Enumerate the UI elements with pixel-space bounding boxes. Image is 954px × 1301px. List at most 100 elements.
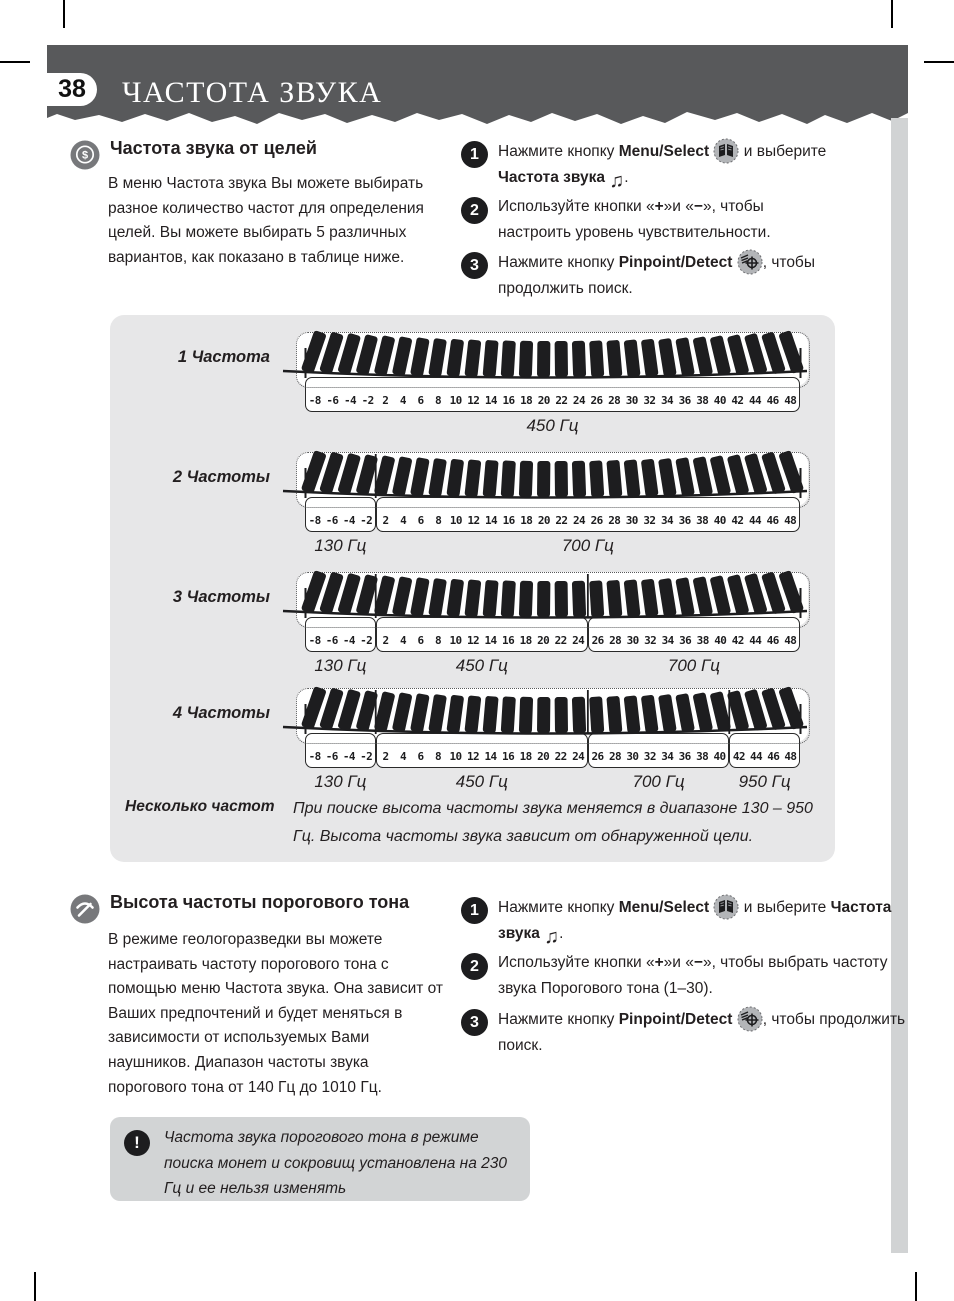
target-id-number: 42 [731,513,744,527]
scale-band-dotted-border [296,688,810,744]
music-note-icon: ♫ [544,925,560,948]
page-number-pill: 38 [47,73,97,106]
target-id-number: -8 [308,513,322,527]
section2-step3: Нажмите кнопку Pinpoint/Detect , чтобы п… [498,1006,910,1058]
scale-band-dotted-border [296,332,810,388]
target-id-number: 14 [485,513,498,527]
pinpoint-detect-label: Pinpoint/Detect [618,254,733,271]
target-id-number: 2 [382,749,389,763]
target-id-number: 36 [678,749,692,763]
plus-button-glyph: + [654,954,664,971]
target-id-number: 40 [713,749,726,763]
target-id-number: 10 [449,513,463,527]
section2-body: В режиме геологоразведки вы можете настр… [108,931,444,1096]
target-id-number: 16 [502,633,515,647]
target-id-number: 42 [732,749,746,763]
step1-number: 1 [461,897,488,924]
step2-number: 2 [461,197,488,224]
target-id-number: -8 [308,633,322,647]
target-id-number: 44 [749,393,762,407]
frequency-hz-label: 700 Гц [667,656,720,675]
step-text-part: и выберите [739,143,827,160]
target-id-number: -4 [342,633,356,647]
target-id-number: 22 [554,633,568,647]
frequency-hz-label: 700 Гц [632,772,685,791]
target-id-number: 38 [696,393,709,407]
target-id-number: 2 [382,513,389,527]
step-text-part: Нажмите кнопку [498,1011,619,1028]
target-id-number: 14 [484,749,498,763]
section2-step1: Нажмите кнопку Menu/Select и выберите Ча… [498,894,903,948]
frequency-table-panel: 1 Частота -8 -6 -4 -2 2 4 6 8 10 12 14 16 18 20 22 24 26 2… [110,315,835,862]
target-id-number: 8 [434,633,442,647]
scale-band-dotted-border [296,452,810,508]
target-id-number: 44 [750,749,763,763]
target-id-number: 32 [644,633,657,647]
target-id-number: -2 [360,749,373,763]
target-id-number: 40 [713,513,727,527]
frequency-group-box: 2 4 6 8 10 12 14 16 18 20 22 24 [375,617,588,652]
section1-heading: Частота звука от целей [110,138,317,158]
target-id-number: 44 [748,513,762,527]
target-id-number: 2 [382,633,389,647]
target-id-number: 20 [537,393,551,407]
sound-frequency-label: Частота звука [498,168,605,186]
svg-text:$: $ [82,150,88,162]
target-id-number: 28 [608,749,622,763]
target-id-number: 16 [502,513,516,527]
target-id-number: -2 [360,513,373,527]
scale-row-label: 4 Частоты [172,704,270,722]
target-id-number: 46 [767,749,780,763]
frequency-hz-label: 700 Гц [561,536,614,555]
target-id-number: 24 [572,633,585,647]
target-id-number: 34 [661,633,675,647]
target-id-number: 26 [590,393,604,407]
section2-step2: Используйте кнопки «+»и «−», чтобы выбра… [498,950,910,1001]
pinpoint-detect-label: Pinpoint/Detect [618,1011,733,1028]
target-id-number: 30 [626,633,640,647]
frequency-hz-label: 450 Гц [455,656,508,675]
target-id-number: 26 [590,513,604,527]
target-id-number: 36 [679,633,692,647]
target-id-number: -6 [325,633,339,647]
frequency-group-box: 26 28 30 32 34 36 38 40 [587,733,730,768]
target-id-number: -2 [360,633,373,647]
target-id-number: -8 [308,393,322,407]
target-id-number: 12 [467,749,480,763]
target-id-number: 20 [537,633,550,647]
menu-select-icon [713,894,739,920]
target-id-number: 44 [749,633,762,647]
pickaxe-icon [70,894,100,924]
target-id-number: 10 [449,633,463,647]
target-id-number: -4 [342,513,356,527]
target-id-number: -6 [325,513,339,527]
step-text-part: и выберите [739,899,831,916]
page-number: 38 [58,75,86,103]
section2-heading: Высота частоты порогового тона [110,892,410,912]
target-id-number: 6 [417,513,425,527]
step-text-part: Нажмите кнопку [498,143,619,160]
target-id-number: 8 [435,513,442,527]
step-text-part: Используйте кнопки « [498,198,655,215]
right-edge-strip [891,118,908,1253]
frequency-hz-label: 130 Гц [314,656,367,675]
crop-mark-top-left-h [0,61,30,63]
target-id-number: 48 [784,513,797,527]
target-id-number: 30 [625,393,639,407]
target-id-number: 8 [434,749,442,763]
step-text-part: », чтобы выбрать частоту звука Пороговог… [498,954,888,997]
target-id-number: 24 [573,513,586,527]
scale-row-label: 2 Частоты [172,468,270,486]
crop-mark-top-left-v [63,0,65,28]
target-id-number: 28 [608,393,621,407]
exclamation-icon: ! [124,1130,150,1156]
frequency-hz-label: 130 Гц [314,772,367,791]
scale-row-label: 1 Частота [177,348,270,366]
scale-row-label: 3 Частоты [172,588,270,606]
step-text-part: . [624,168,629,186]
crop-mark-top-right-v [891,0,893,28]
target-id-number: 48 [784,749,797,763]
minus-button-glyph: − [693,198,703,215]
step-text-part: », чтобы настроить уровень чувствительно… [498,198,771,241]
